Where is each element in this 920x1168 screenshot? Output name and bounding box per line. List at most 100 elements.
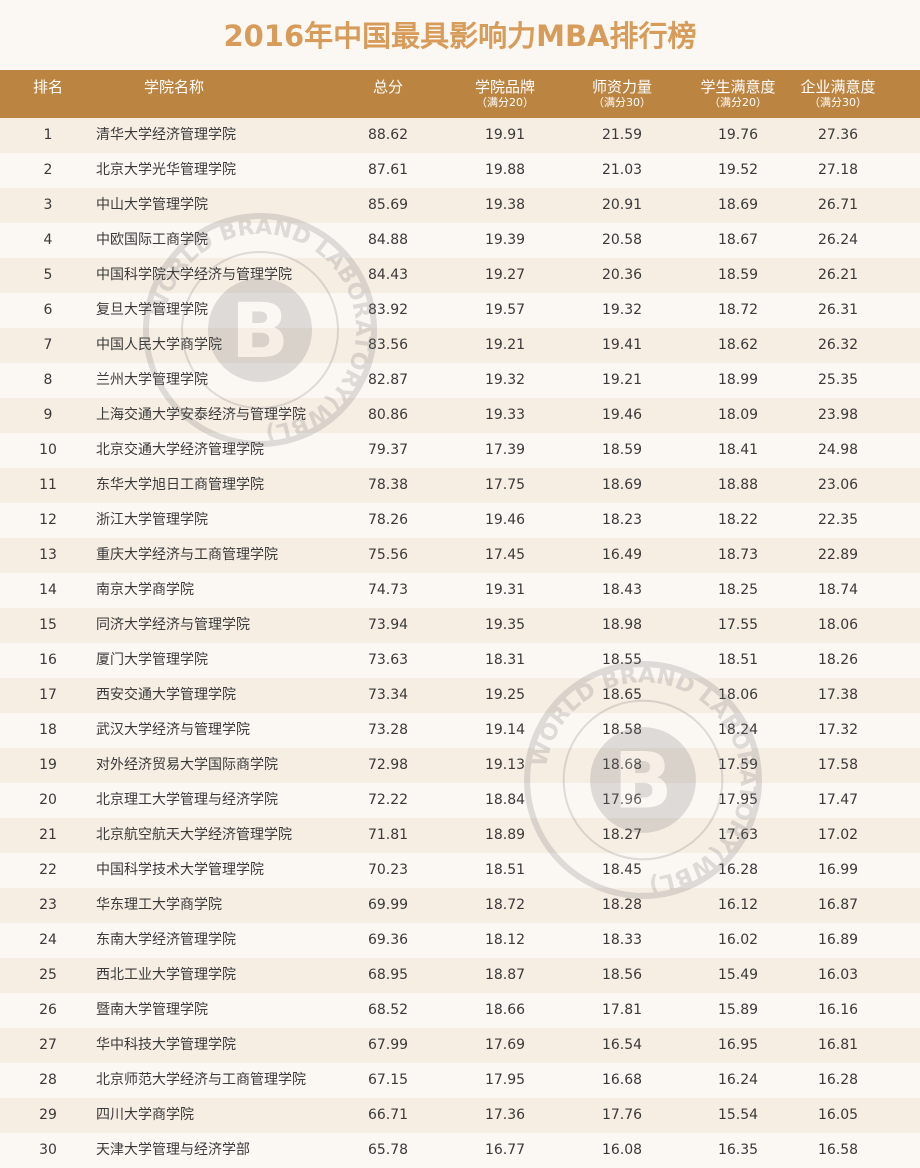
table-row: 17 西安交通大学管理学院 73.34 19.25 18.65 18.06 17.38 xyxy=(0,678,920,713)
total-score-cell: 68.95 xyxy=(367,967,409,983)
brand-score-cell: 17.36 xyxy=(484,1107,526,1123)
table-row: 11 东华大学旭日工商管理学院 78.38 17.75 18.69 18.88 23.06 xyxy=(0,468,920,503)
total-score-cell: 87.61 xyxy=(367,162,409,178)
enterprise-satisfaction-cell: 16.81 xyxy=(817,1037,859,1053)
student-satisfaction-cell: 18.59 xyxy=(717,267,759,283)
student-satisfaction-cell: 18.67 xyxy=(717,232,759,248)
faculty-score-cell: 17.81 xyxy=(601,1002,643,1018)
enterprise-satisfaction-cell: 16.03 xyxy=(817,967,859,983)
school-name-cell: 兰州大学管理学院 xyxy=(96,372,208,388)
school-name-cell: 华中科技大学管理学院 xyxy=(96,1037,236,1053)
faculty-score-cell: 18.27 xyxy=(601,827,643,843)
col-header-rank: 排名 xyxy=(28,78,68,96)
faculty-score-cell: 16.49 xyxy=(601,547,643,563)
rank-cell: 17 xyxy=(39,687,57,703)
faculty-score-cell: 19.46 xyxy=(601,407,643,423)
student-satisfaction-cell: 17.95 xyxy=(717,792,759,808)
brand-score-cell: 18.12 xyxy=(484,932,526,948)
total-score-cell: 83.56 xyxy=(367,337,409,353)
rank-cell: 25 xyxy=(39,967,57,983)
rank-cell: 20 xyxy=(39,792,57,808)
col-header-name: 学院名称 xyxy=(134,78,214,96)
faculty-score-cell: 16.08 xyxy=(601,1142,643,1158)
total-score-cell: 67.99 xyxy=(367,1037,409,1053)
school-name-cell: 东华大学旭日工商管理学院 xyxy=(96,477,264,493)
total-score-cell: 67.15 xyxy=(367,1072,409,1088)
student-satisfaction-cell: 18.51 xyxy=(717,652,759,668)
school-name-cell: 中山大学管理学院 xyxy=(96,197,208,213)
table-row: 25 西北工业大学管理学院 68.95 18.87 18.56 15.49 16.03 xyxy=(0,958,920,993)
total-score-cell: 75.56 xyxy=(367,547,409,563)
enterprise-satisfaction-cell: 23.98 xyxy=(817,407,859,423)
school-name-cell: 西安交通大学管理学院 xyxy=(96,687,236,703)
table-row: 21 北京航空航天大学经济管理学院 71.81 18.89 18.27 17.63 17.0… xyxy=(0,818,920,853)
table-row: 23 华东理工大学商学院 69.99 18.72 18.28 16.12 16.87 xyxy=(0,888,920,923)
school-name-cell: 厦门大学管理学院 xyxy=(96,652,208,668)
total-score-cell: 80.86 xyxy=(367,407,409,423)
enterprise-satisfaction-cell: 17.38 xyxy=(817,687,859,703)
enterprise-satisfaction-cell: 17.32 xyxy=(817,722,859,738)
faculty-score-cell: 18.68 xyxy=(601,757,643,773)
faculty-score-cell: 18.28 xyxy=(601,897,643,913)
faculty-score-cell: 18.56 xyxy=(601,967,643,983)
school-name-cell: 复旦大学管理学院 xyxy=(96,302,208,318)
enterprise-satisfaction-cell: 16.87 xyxy=(817,897,859,913)
school-name-cell: 中国科学院大学经济与管理学院 xyxy=(96,267,292,283)
enterprise-satisfaction-cell: 18.26 xyxy=(817,652,859,668)
enterprise-satisfaction-cell: 26.71 xyxy=(817,197,859,213)
school-name-cell: 上海交通大学安泰经济与管理学院 xyxy=(96,407,306,423)
rank-cell: 14 xyxy=(39,582,57,598)
brand-score-cell: 19.13 xyxy=(484,757,526,773)
student-satisfaction-cell: 15.54 xyxy=(717,1107,759,1123)
student-satisfaction-cell: 18.88 xyxy=(717,477,759,493)
total-score-cell: 73.63 xyxy=(367,652,409,668)
col-header-total: 总分 xyxy=(358,78,418,96)
col-sublabel: （满分20） xyxy=(476,96,534,109)
brand-score-cell: 17.69 xyxy=(484,1037,526,1053)
total-score-cell: 82.87 xyxy=(367,372,409,388)
faculty-score-cell: 20.36 xyxy=(601,267,643,283)
table-row: 2 北京大学光华管理学院 87.61 19.88 21.03 19.52 27.18 xyxy=(0,153,920,188)
enterprise-satisfaction-cell: 26.21 xyxy=(817,267,859,283)
school-name-cell: 南京大学商学院 xyxy=(96,582,194,598)
brand-score-cell: 18.66 xyxy=(484,1002,526,1018)
rank-cell: 23 xyxy=(39,897,57,913)
enterprise-satisfaction-cell: 25.35 xyxy=(817,372,859,388)
school-name-cell: 暨南大学管理学院 xyxy=(96,1002,208,1018)
school-name-cell: 浙江大学管理学院 xyxy=(96,512,208,528)
school-name-cell: 天津大学管理与经济学部 xyxy=(96,1142,250,1158)
rank-cell: 11 xyxy=(39,477,57,493)
rank-cell: 19 xyxy=(39,757,57,773)
student-satisfaction-cell: 15.49 xyxy=(717,967,759,983)
student-satisfaction-cell: 16.35 xyxy=(717,1142,759,1158)
table-row: 4 中欧国际工商学院 84.88 19.39 20.58 18.67 26.24 xyxy=(0,223,920,258)
col-label: 学院品牌 xyxy=(474,78,535,96)
school-name-cell: 北京大学光华管理学院 xyxy=(96,162,236,178)
brand-score-cell: 18.87 xyxy=(484,967,526,983)
brand-score-cell: 19.32 xyxy=(484,372,526,388)
rank-cell: 10 xyxy=(39,442,57,458)
total-score-cell: 74.73 xyxy=(367,582,409,598)
brand-score-cell: 19.46 xyxy=(484,512,526,528)
student-satisfaction-cell: 18.06 xyxy=(717,687,759,703)
school-name-cell: 北京交通大学经济管理学院 xyxy=(96,442,264,458)
table-row: 18 武汉大学经济与管理学院 73.28 19.14 18.58 18.24 17.32 xyxy=(0,713,920,748)
rank-cell: 26 xyxy=(39,1002,57,1018)
enterprise-satisfaction-cell: 16.05 xyxy=(817,1107,859,1123)
enterprise-satisfaction-cell: 24.98 xyxy=(817,442,859,458)
student-satisfaction-cell: 16.12 xyxy=(717,897,759,913)
student-satisfaction-cell: 17.55 xyxy=(717,617,759,633)
student-satisfaction-cell: 16.28 xyxy=(717,862,759,878)
table-row: 1 清华大学经济管理学院 88.62 19.91 21.59 19.76 27.36 xyxy=(0,118,920,153)
col-label: 排名 xyxy=(32,78,63,96)
faculty-score-cell: 17.76 xyxy=(601,1107,643,1123)
student-satisfaction-cell: 17.63 xyxy=(717,827,759,843)
brand-score-cell: 16.77 xyxy=(484,1142,526,1158)
faculty-score-cell: 18.45 xyxy=(601,862,643,878)
brand-score-cell: 18.31 xyxy=(484,652,526,668)
school-name-cell: 西北工业大学管理学院 xyxy=(96,967,236,983)
col-label: 总分 xyxy=(372,78,403,96)
rank-cell: 15 xyxy=(39,617,57,633)
faculty-score-cell: 19.32 xyxy=(601,302,643,318)
brand-score-cell: 19.57 xyxy=(484,302,526,318)
